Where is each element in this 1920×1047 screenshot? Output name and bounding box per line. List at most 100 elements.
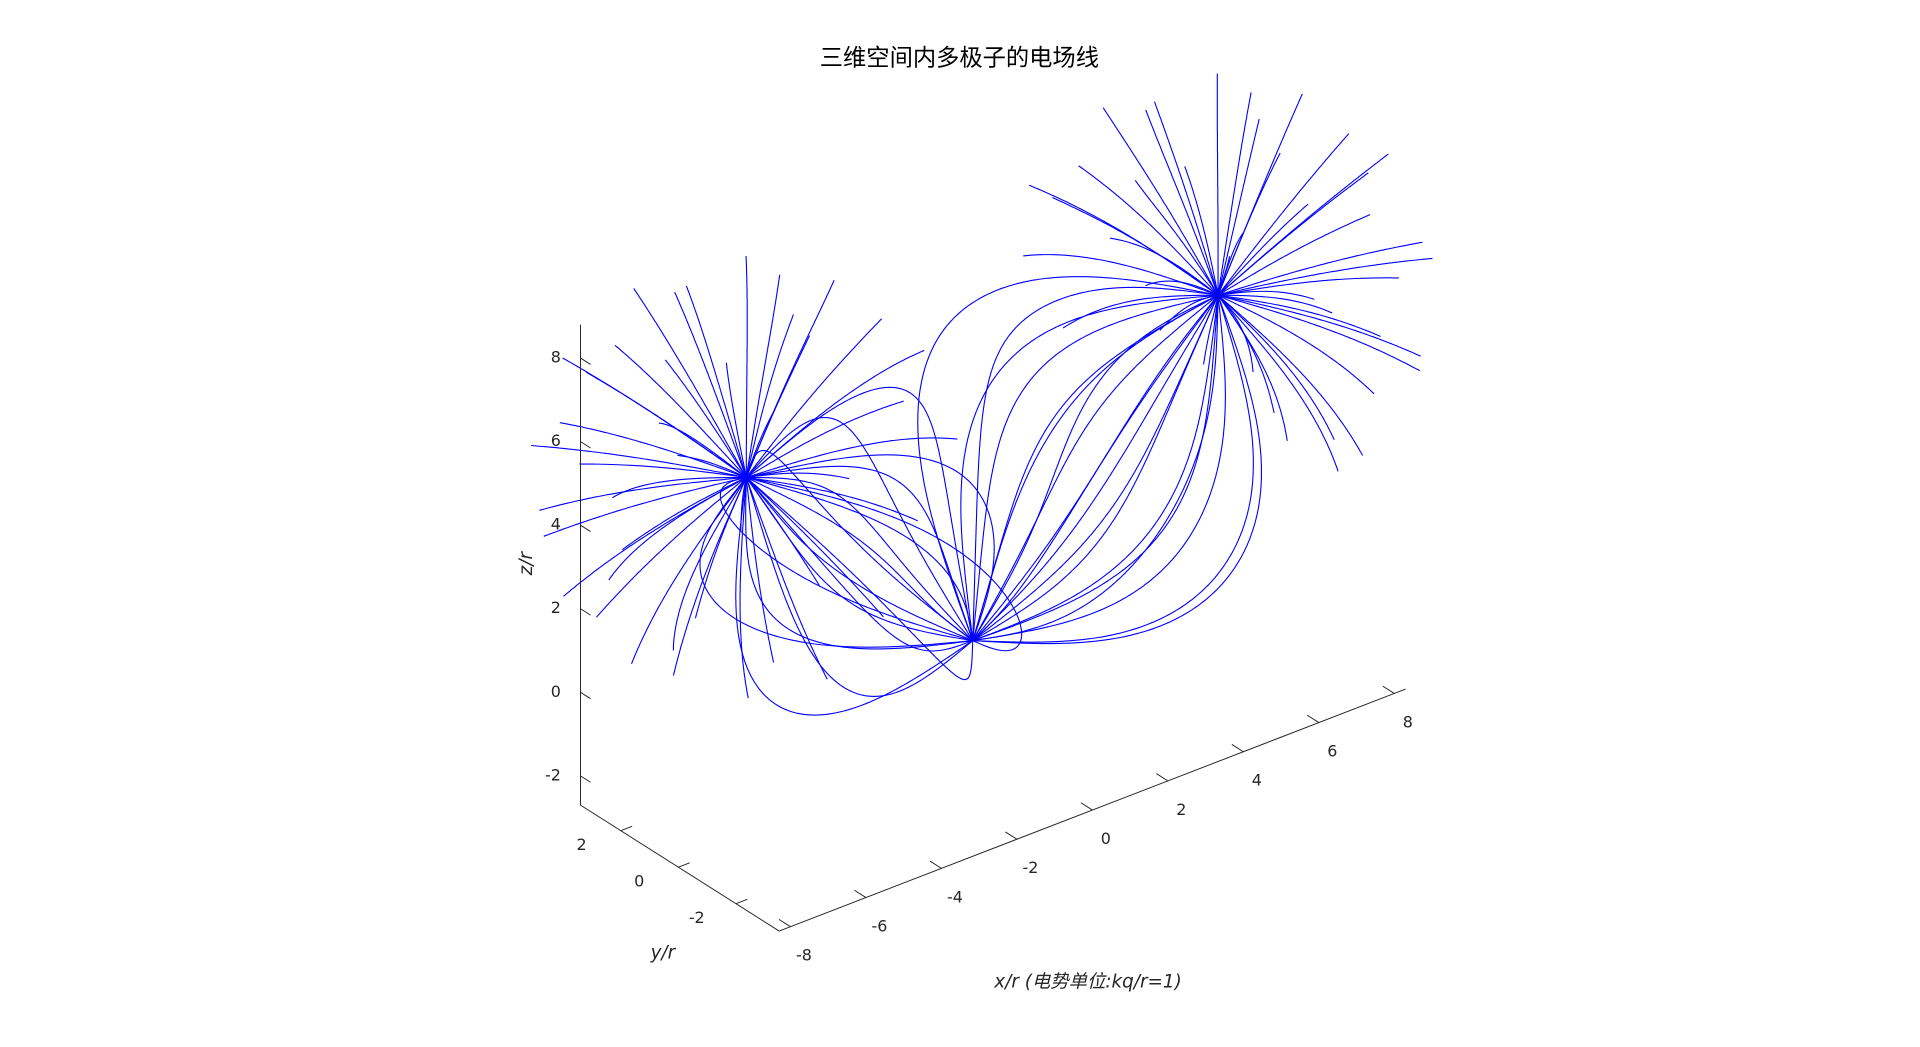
field-line xyxy=(672,477,747,651)
z-tick-label: 8 xyxy=(551,348,561,367)
field-line xyxy=(699,477,973,648)
z-tick-label: 2 xyxy=(551,598,561,617)
field-line xyxy=(972,294,1219,642)
z-tick-label: 6 xyxy=(551,431,561,450)
field-line xyxy=(543,476,747,537)
field-line xyxy=(1159,294,1219,331)
field-line xyxy=(917,276,1219,641)
field-line xyxy=(745,477,973,650)
field-line xyxy=(1217,290,1315,300)
field-line xyxy=(563,476,747,597)
field-line xyxy=(972,295,1219,642)
field-line xyxy=(745,314,794,478)
field-line xyxy=(1153,101,1219,296)
z-tick xyxy=(580,775,591,783)
field-line xyxy=(1217,214,1371,296)
y-tick-label: 2 xyxy=(577,835,587,854)
field-line xyxy=(745,274,781,478)
field-line xyxy=(745,477,973,642)
z-axis-label: z/r xyxy=(516,550,537,576)
field-line xyxy=(972,295,1219,642)
x-tick-label: -8 xyxy=(796,946,812,965)
x-axis-label: x/r (电势单位:kq/r=1) xyxy=(993,972,1181,993)
field-line xyxy=(1217,203,1309,296)
axes: -8 -6 -4 -2 0 2 4 6 8 -2 0 2 -2 0 2 4 6 8 xyxy=(545,324,1413,965)
field-line xyxy=(562,357,747,478)
chart-title: 三维空间内多极子的电场线 xyxy=(820,44,1099,71)
field-line xyxy=(1217,133,1350,296)
x-tick-label: 2 xyxy=(1176,800,1186,819)
field-line xyxy=(1217,257,1433,296)
field-line xyxy=(579,463,747,478)
field-line xyxy=(1203,295,1219,365)
field-line xyxy=(746,437,958,478)
field-lines xyxy=(530,73,1433,716)
field-line xyxy=(664,359,747,478)
field-line xyxy=(746,472,850,480)
field-line xyxy=(559,422,747,478)
field-line xyxy=(745,449,974,642)
field-line xyxy=(1184,166,1219,296)
field-line xyxy=(746,465,974,641)
field-line xyxy=(1217,294,1421,372)
field-line xyxy=(972,294,1219,642)
field-line xyxy=(1217,294,1288,441)
field-line xyxy=(630,477,747,665)
field-line xyxy=(1217,93,1303,296)
x-tick xyxy=(778,918,791,928)
x-tick-label: -4 xyxy=(947,887,963,906)
field-line xyxy=(539,476,747,511)
x-tick-label: 0 xyxy=(1101,829,1111,848)
field-line xyxy=(530,444,747,478)
field-line xyxy=(685,285,747,478)
field-line xyxy=(972,294,1219,641)
field-line xyxy=(746,476,974,642)
field-line xyxy=(1078,165,1219,296)
field-line xyxy=(1217,256,1230,296)
field-line xyxy=(972,295,1254,643)
field-line xyxy=(1217,294,1254,373)
field-line xyxy=(633,288,747,478)
field-line xyxy=(1218,294,1333,314)
x-tick xyxy=(1005,831,1018,840)
field-line xyxy=(745,477,973,642)
field-line xyxy=(972,295,1219,642)
x-tick xyxy=(1080,802,1093,811)
x-tick xyxy=(929,860,942,869)
field-line xyxy=(1216,73,1219,296)
field-line xyxy=(745,477,973,652)
field-line xyxy=(725,362,747,478)
y-axis-label: y/r xyxy=(650,942,677,963)
field-line xyxy=(674,291,747,478)
x-tick xyxy=(1382,685,1395,694)
field-line xyxy=(745,318,882,478)
field-line xyxy=(1217,92,1252,296)
field-line xyxy=(972,294,1219,642)
x-tick-label: 4 xyxy=(1252,771,1262,790)
field-line xyxy=(1023,254,1219,296)
field-line xyxy=(745,279,835,478)
y-tick xyxy=(620,825,633,832)
field-line xyxy=(746,476,918,522)
x-tick xyxy=(1231,744,1244,753)
field-line xyxy=(614,344,747,478)
field-line xyxy=(1217,294,1364,456)
field-line xyxy=(1102,107,1219,296)
z-tick xyxy=(580,441,591,449)
z-tick-label: 0 xyxy=(551,682,561,701)
field-line xyxy=(1110,237,1219,296)
field-line xyxy=(972,294,1262,645)
field-line xyxy=(745,477,828,680)
field-line xyxy=(1217,294,1375,395)
field-line xyxy=(595,476,747,618)
x-tick xyxy=(854,889,867,898)
z-tick xyxy=(580,608,591,616)
field-line xyxy=(746,476,1023,652)
field-line xyxy=(608,476,747,581)
z-tick-label: 4 xyxy=(551,515,561,534)
field-line xyxy=(746,476,974,642)
field-line xyxy=(1217,152,1281,296)
y-axis xyxy=(580,804,780,932)
x-tick xyxy=(1307,714,1320,723)
